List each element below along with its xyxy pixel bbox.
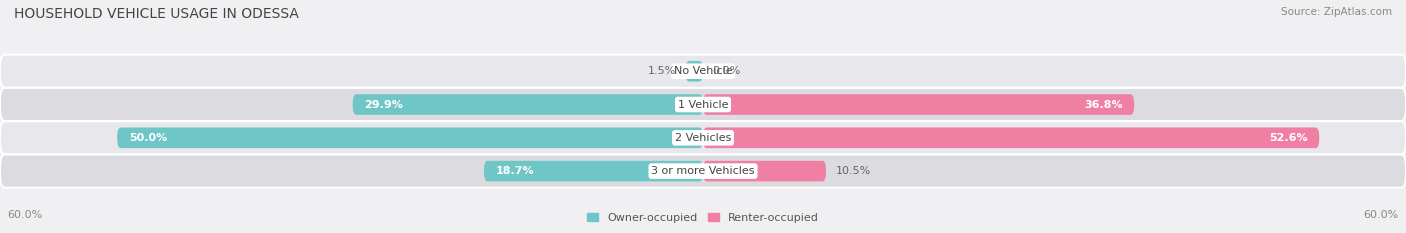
FancyBboxPatch shape [0, 88, 1406, 121]
FancyBboxPatch shape [686, 61, 703, 82]
Legend: Owner-occupied, Renter-occupied: Owner-occupied, Renter-occupied [582, 209, 824, 227]
Text: 60.0%: 60.0% [1364, 210, 1399, 220]
Text: 3 or more Vehicles: 3 or more Vehicles [651, 166, 755, 176]
Text: 1 Vehicle: 1 Vehicle [678, 99, 728, 110]
Text: 1.5%: 1.5% [648, 66, 676, 76]
Text: 2 Vehicles: 2 Vehicles [675, 133, 731, 143]
Text: HOUSEHOLD VEHICLE USAGE IN ODESSA: HOUSEHOLD VEHICLE USAGE IN ODESSA [14, 7, 299, 21]
Text: 36.8%: 36.8% [1084, 99, 1122, 110]
Text: 18.7%: 18.7% [496, 166, 534, 176]
Text: 52.6%: 52.6% [1270, 133, 1308, 143]
Text: No Vehicle: No Vehicle [673, 66, 733, 76]
FancyBboxPatch shape [703, 127, 1319, 148]
Text: 29.9%: 29.9% [364, 99, 404, 110]
FancyBboxPatch shape [703, 161, 827, 182]
Text: 60.0%: 60.0% [7, 210, 42, 220]
FancyBboxPatch shape [0, 55, 1406, 88]
Text: 0.0%: 0.0% [713, 66, 741, 76]
FancyBboxPatch shape [703, 94, 1135, 115]
FancyBboxPatch shape [353, 94, 703, 115]
FancyBboxPatch shape [484, 161, 703, 182]
Text: Source: ZipAtlas.com: Source: ZipAtlas.com [1281, 7, 1392, 17]
FancyBboxPatch shape [0, 154, 1406, 188]
Text: 10.5%: 10.5% [835, 166, 870, 176]
FancyBboxPatch shape [117, 127, 703, 148]
Text: 50.0%: 50.0% [129, 133, 167, 143]
FancyBboxPatch shape [0, 121, 1406, 154]
